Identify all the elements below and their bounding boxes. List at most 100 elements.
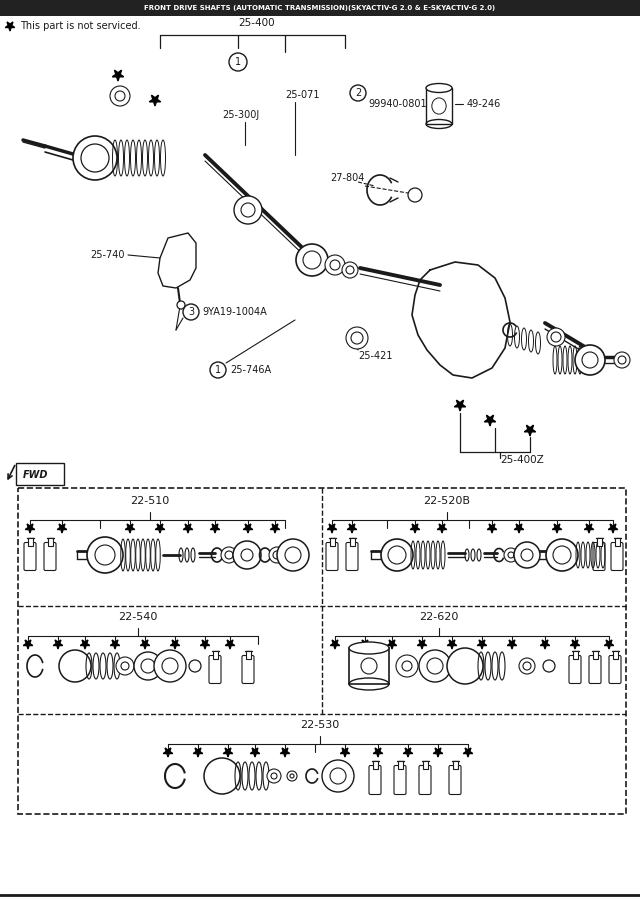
- Polygon shape: [552, 524, 562, 533]
- Polygon shape: [25, 524, 35, 533]
- Circle shape: [408, 188, 422, 202]
- Polygon shape: [540, 640, 550, 649]
- Circle shape: [346, 327, 368, 349]
- Polygon shape: [57, 524, 67, 533]
- Polygon shape: [270, 524, 280, 533]
- Polygon shape: [477, 640, 487, 649]
- Circle shape: [419, 650, 451, 682]
- Bar: [397, 761, 403, 769]
- Polygon shape: [584, 524, 594, 533]
- Circle shape: [277, 539, 309, 571]
- Polygon shape: [80, 640, 90, 649]
- Polygon shape: [23, 640, 33, 649]
- Polygon shape: [608, 524, 618, 533]
- Bar: [426, 88, 452, 124]
- Polygon shape: [570, 640, 580, 649]
- Text: 27-804: 27-804: [330, 173, 364, 183]
- Circle shape: [59, 650, 91, 682]
- Polygon shape: [508, 640, 516, 649]
- Polygon shape: [5, 22, 15, 31]
- Polygon shape: [125, 524, 135, 533]
- Polygon shape: [387, 640, 397, 649]
- Text: 22-530: 22-530: [300, 720, 340, 730]
- Circle shape: [287, 771, 297, 781]
- Polygon shape: [373, 748, 383, 757]
- Text: 25-400: 25-400: [238, 18, 275, 28]
- Polygon shape: [200, 640, 210, 649]
- Polygon shape: [280, 748, 290, 757]
- Polygon shape: [447, 640, 457, 649]
- Text: 25-421: 25-421: [358, 351, 392, 361]
- Text: 99940-0801: 99940-0801: [368, 99, 427, 109]
- Bar: [372, 761, 378, 769]
- Polygon shape: [170, 640, 180, 649]
- Polygon shape: [410, 524, 420, 533]
- Text: 25-746A: 25-746A: [230, 365, 271, 375]
- Bar: [349, 538, 355, 546]
- Polygon shape: [211, 524, 220, 533]
- Circle shape: [189, 660, 201, 672]
- Circle shape: [269, 547, 285, 563]
- Polygon shape: [140, 640, 150, 649]
- Bar: [422, 761, 428, 769]
- Polygon shape: [463, 748, 473, 757]
- Text: FWD: FWD: [23, 470, 49, 480]
- Polygon shape: [487, 524, 497, 533]
- Ellipse shape: [73, 136, 117, 180]
- Circle shape: [221, 547, 237, 563]
- Circle shape: [614, 352, 630, 368]
- Bar: [612, 651, 618, 659]
- Circle shape: [543, 660, 555, 672]
- Polygon shape: [348, 524, 356, 533]
- Circle shape: [87, 537, 123, 573]
- Circle shape: [267, 769, 281, 783]
- Polygon shape: [433, 748, 443, 757]
- Polygon shape: [484, 415, 496, 426]
- Polygon shape: [243, 524, 253, 533]
- Bar: [0, 0, 640, 16]
- Text: 1: 1: [235, 57, 241, 67]
- Circle shape: [134, 652, 162, 680]
- Text: 25-300J: 25-300J: [222, 110, 259, 120]
- Polygon shape: [163, 748, 173, 757]
- Circle shape: [154, 650, 186, 682]
- Circle shape: [342, 262, 358, 278]
- Bar: [16, 463, 64, 485]
- Circle shape: [296, 244, 328, 276]
- Polygon shape: [524, 425, 536, 436]
- FancyArrowPatch shape: [8, 465, 15, 479]
- Bar: [28, 538, 33, 546]
- Circle shape: [547, 328, 565, 346]
- Circle shape: [575, 345, 605, 375]
- Circle shape: [116, 657, 134, 675]
- Text: 25-400Z: 25-400Z: [500, 455, 544, 465]
- Circle shape: [234, 196, 262, 224]
- Circle shape: [381, 539, 413, 571]
- Polygon shape: [403, 748, 413, 757]
- Circle shape: [447, 648, 483, 684]
- Circle shape: [546, 539, 578, 571]
- Bar: [349, 648, 389, 684]
- Circle shape: [322, 760, 354, 792]
- Bar: [212, 651, 218, 659]
- Circle shape: [177, 301, 185, 309]
- Polygon shape: [340, 748, 349, 757]
- Bar: [573, 651, 577, 659]
- Circle shape: [233, 541, 261, 569]
- Circle shape: [519, 658, 535, 674]
- Bar: [452, 761, 458, 769]
- Polygon shape: [454, 400, 466, 411]
- Polygon shape: [193, 748, 203, 757]
- Circle shape: [325, 255, 345, 275]
- Bar: [18, 488, 626, 814]
- Text: 9YA19-1004A: 9YA19-1004A: [202, 307, 267, 317]
- Polygon shape: [183, 524, 193, 533]
- Text: FRONT DRIVE SHAFTS (AUTOMATIC TRANSMISSION)(SKYACTIV-G 2.0 & E-SKYACTIV-G 2.0): FRONT DRIVE SHAFTS (AUTOMATIC TRANSMISSI…: [145, 5, 495, 11]
- Bar: [330, 538, 335, 546]
- Polygon shape: [604, 640, 614, 649]
- Circle shape: [396, 655, 418, 677]
- Text: 22-510: 22-510: [131, 496, 170, 506]
- Polygon shape: [110, 640, 120, 649]
- Polygon shape: [330, 640, 340, 649]
- Text: 49-246: 49-246: [467, 99, 501, 109]
